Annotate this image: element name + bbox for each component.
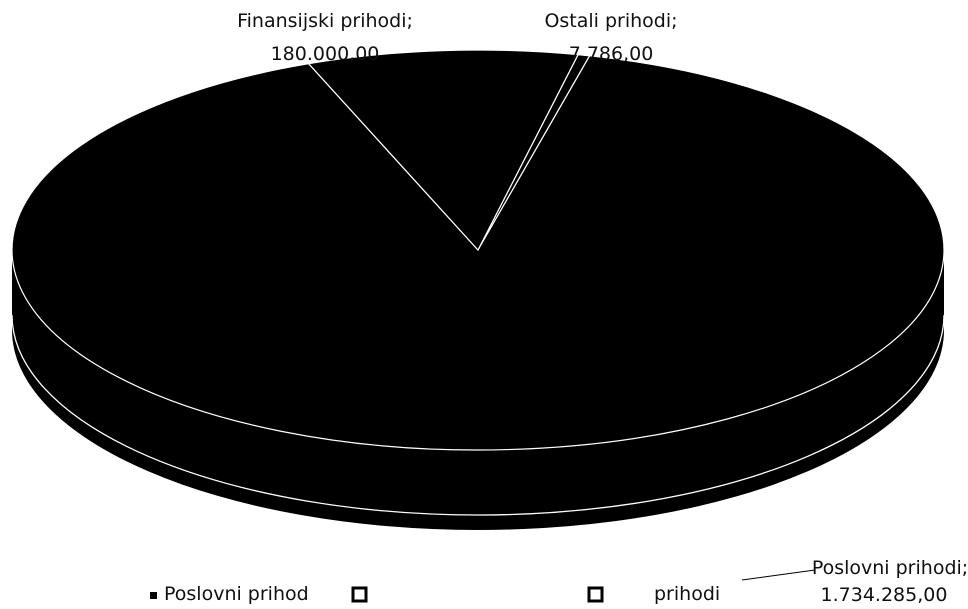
pie-slices xyxy=(11,49,945,451)
legend-label-poslovni: Poslovni prihod xyxy=(164,583,309,605)
label-poslovni-leader xyxy=(741,569,816,581)
legend-swatch-ostali xyxy=(587,586,604,603)
label-poslovni-line1: Poslovni prihodi; xyxy=(812,557,968,579)
legend-swatch-finansijski xyxy=(351,586,368,603)
pie-slice-finansijski-prihodi xyxy=(307,49,580,252)
label-finansijski-line2: 180.000,00 xyxy=(271,43,380,65)
legend-label-ostali: prihodi xyxy=(654,583,720,605)
pie-slice-poslovni-prihodi xyxy=(11,55,945,451)
label-ostali-line2: 7.786,00 xyxy=(569,43,654,65)
label-poslovni-line2: 1.734.285,00 xyxy=(821,584,948,606)
legend-swatch-poslovni xyxy=(150,592,157,599)
label-ostali-line1: Ostali prihodi; xyxy=(544,10,677,32)
pie-rim-line xyxy=(11,314,945,516)
pie-side-wall xyxy=(12,250,944,530)
label-finansijski-line1: Finansijski prihodi; xyxy=(237,10,413,32)
legend: Poslovni prihod prihodi xyxy=(150,583,720,605)
